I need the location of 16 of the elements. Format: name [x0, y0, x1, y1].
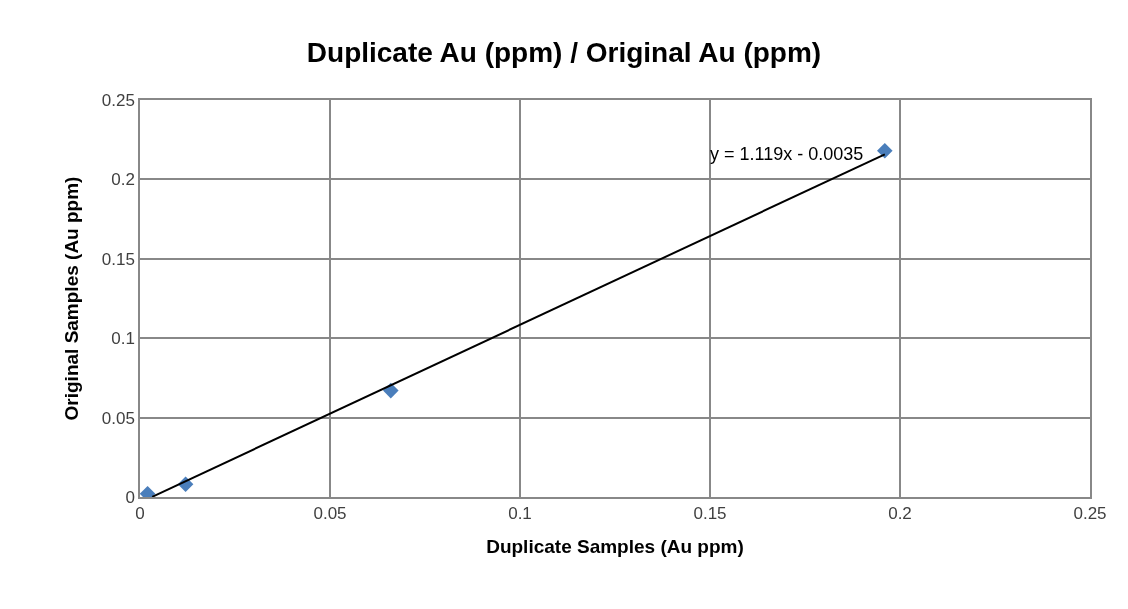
point	[877, 143, 893, 159]
y-tick-label: 0.15	[101, 249, 135, 269]
y-axis-title: Original Samples (Au ppm)	[61, 176, 83, 421]
y-tick-label: 0.2	[111, 170, 135, 190]
y-tick-label: 0.25	[101, 90, 135, 110]
annotation: y = 1.119x - 0.0035	[710, 144, 864, 164]
y-tick-label: 0	[125, 487, 135, 507]
x-tick-label: 0.05	[313, 504, 347, 524]
y-tick-label: 0.05	[101, 408, 135, 428]
chart-title: Duplicate Au (ppm) / Original Au (ppm)	[306, 37, 822, 69]
x-tick-label: 0.1	[508, 504, 532, 524]
x-tick-label: 0.15	[693, 504, 727, 524]
x-axis-title: Duplicate Samples (Au ppm)	[486, 536, 744, 558]
x-tick-label: 0.25	[1073, 504, 1107, 524]
x-tick-label: 0.2	[888, 504, 912, 524]
y-tick-label: 0.1	[111, 329, 135, 349]
